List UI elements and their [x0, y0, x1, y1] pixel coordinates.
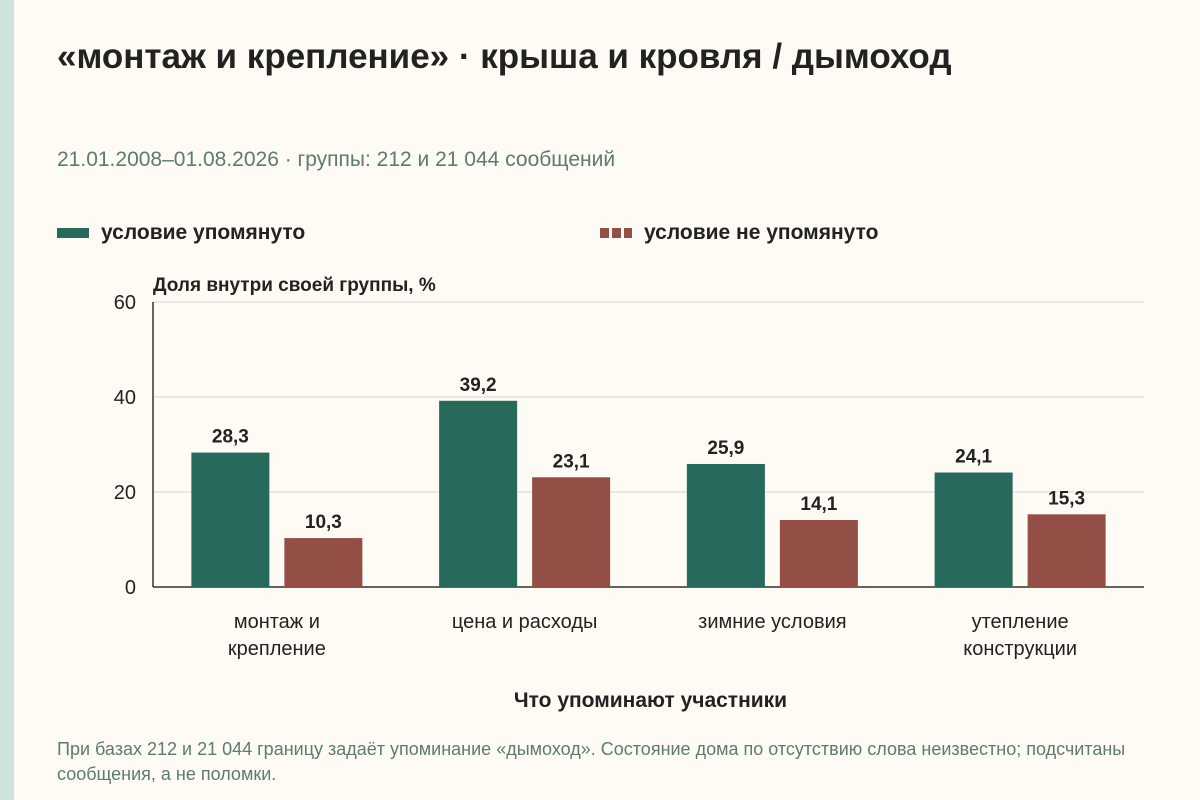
footnote: При базах 212 и 21 044 границу задаёт уп… [57, 739, 1126, 784]
bar-value-label: 25,9 [707, 438, 744, 459]
bar-mentioned [191, 452, 270, 587]
bar-not-mentioned [779, 520, 858, 587]
bar-not-mentioned [284, 538, 363, 587]
legend-label-mentioned: условие упомянуто [101, 221, 306, 244]
side-stripe [0, 0, 14, 800]
bar-value-label: 24,1 [955, 447, 992, 468]
bar-value-label: 28,3 [212, 427, 249, 448]
y-tick-label: 20 [114, 482, 136, 504]
bar-mentioned [686, 463, 765, 587]
y-tick-label: 0 [125, 577, 136, 599]
legend-label-not-mentioned: условие не упомянуто [644, 221, 879, 244]
legend-item-not-mentioned: условие не упомянуто [600, 218, 878, 248]
bar-value-label: 23,1 [553, 451, 590, 472]
x-axis-title: Что упоминают участники [514, 689, 787, 712]
y-axis-title: Доля внутри своей группы, % [153, 275, 436, 296]
bar-not-mentioned [1027, 514, 1106, 587]
y-tick-label: 40 [114, 387, 136, 409]
legend-swatch-not-mentioned [600, 228, 632, 238]
bar-mentioned [439, 400, 518, 587]
bar-chart: 0 20 40 60 Доля внутри своей группы, % 28,3 10… [114, 275, 1144, 712]
category-label: зимние условия [698, 611, 846, 633]
category-label: крепление [228, 638, 326, 660]
bar-value-label: 10,3 [305, 512, 342, 533]
chart-subtitle: 21.01.2008–01.08.2026 · группы: 212 и 21… [57, 148, 616, 171]
bar-value-label: 14,1 [800, 494, 837, 515]
bar-value-label: 39,2 [460, 375, 497, 396]
category-label: конструкции [963, 638, 1077, 660]
bar-mentioned [934, 472, 1013, 587]
category-label: цена и расходы [452, 611, 598, 633]
bar-value-label: 15,3 [1048, 488, 1085, 509]
chart-title: «монтаж и крепление» · крыша и кровля / … [57, 37, 952, 76]
bar-not-mentioned [532, 477, 611, 587]
legend-swatch-mentioned [57, 228, 89, 238]
category-label: утепление [972, 611, 1069, 633]
category-label: монтаж и [234, 611, 320, 633]
legend: условие упомянуто условие не упомянуто [57, 218, 1157, 248]
y-tick-label: 60 [114, 292, 136, 314]
legend-item-mentioned: условие упомянуто [57, 218, 305, 248]
